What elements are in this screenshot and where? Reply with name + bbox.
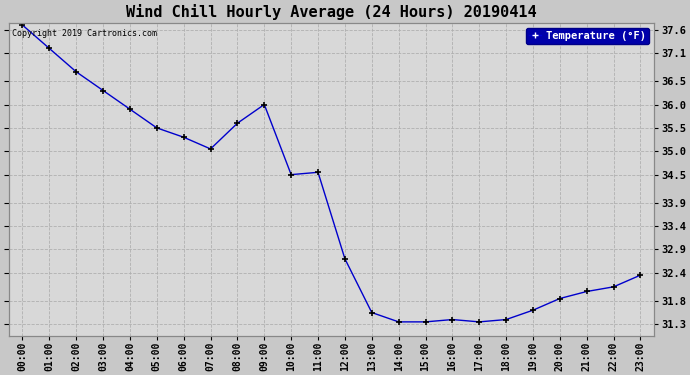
- Text: Copyright 2019 Cartronics.com: Copyright 2019 Cartronics.com: [12, 29, 157, 38]
- Title: Wind Chill Hourly Average (24 Hours) 20190414: Wind Chill Hourly Average (24 Hours) 201…: [126, 4, 537, 20]
- Legend: Temperature (°F): Temperature (°F): [526, 28, 649, 44]
